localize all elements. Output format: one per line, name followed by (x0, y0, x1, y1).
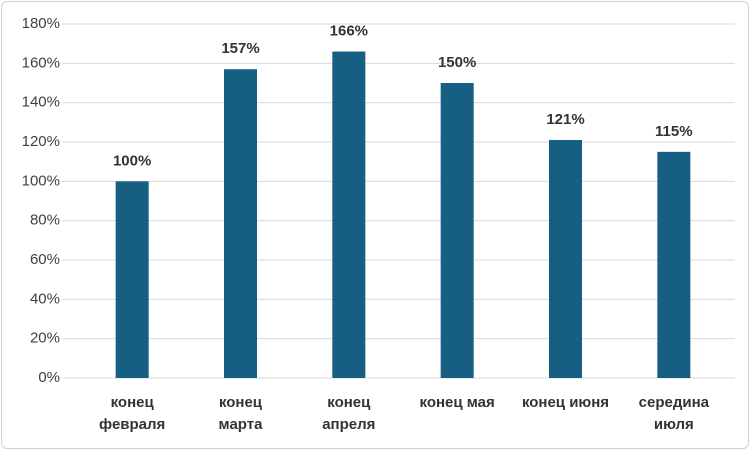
x-tick-label: конец марта (218, 394, 263, 433)
y-tick-label: 120% (22, 133, 60, 150)
bar (549, 140, 582, 378)
y-tick-label: 40% (30, 290, 60, 307)
y-tick-label: 60% (30, 251, 60, 268)
value-label: 150% (438, 54, 476, 71)
value-label: 115% (655, 123, 693, 140)
value-label: 157% (221, 40, 259, 57)
x-tick-label: конец апреля (322, 394, 376, 433)
y-tick-label: 160% (22, 54, 60, 71)
value-label: 121% (546, 111, 584, 128)
bar (332, 51, 366, 379)
bar (224, 69, 257, 378)
bar (657, 151, 691, 378)
x-tick-label: конец февраля (99, 394, 166, 433)
value-label: 100% (113, 152, 151, 169)
y-tick-label: 20% (30, 330, 60, 347)
y-tick-label: 100% (22, 172, 60, 189)
y-tick-label: 140% (22, 94, 60, 111)
x-tick-label: конец мая (419, 394, 495, 411)
bar (440, 83, 474, 378)
y-tick-label: 0% (38, 369, 60, 386)
value-label: 166% (330, 23, 368, 40)
x-tick-label: конец июня (521, 394, 610, 411)
y-tick-label: 180% (22, 15, 60, 32)
y-tick-label: 80% (30, 212, 60, 229)
bar (115, 181, 149, 378)
x-tick-label: середина июля (638, 394, 709, 433)
